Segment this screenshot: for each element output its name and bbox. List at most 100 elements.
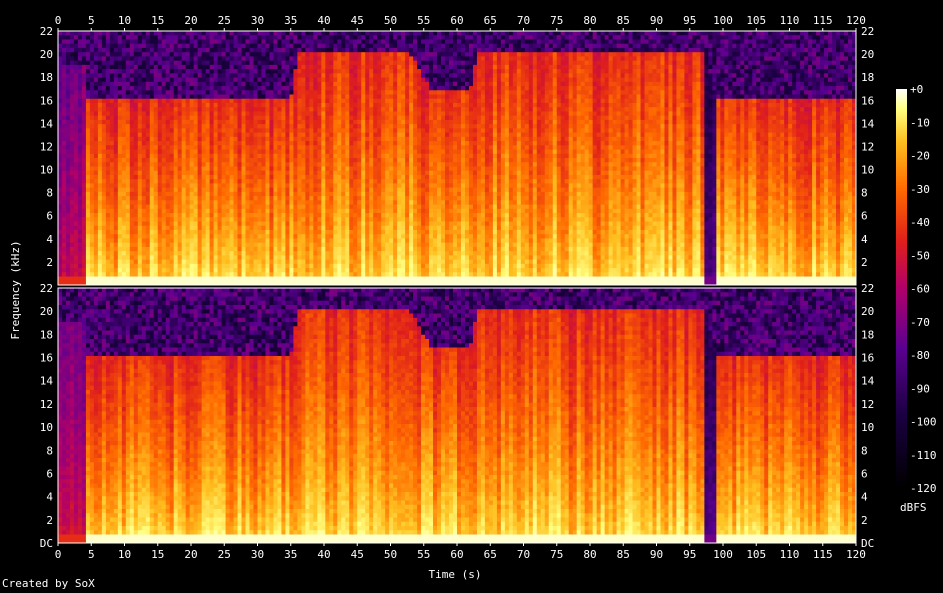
y-tick-left: 6	[46, 467, 53, 480]
y-tick-right: 12	[861, 140, 874, 153]
x-tick-bottom: 35	[284, 548, 297, 561]
y-tick-right: 4	[861, 233, 868, 246]
y-tick-left: 20	[40, 305, 53, 318]
y-tick-right: 14	[861, 117, 875, 130]
colorbar-tick: -70	[910, 316, 930, 329]
y-tick-right: 10	[861, 164, 874, 177]
x-tick-top: 110	[780, 14, 800, 27]
y-tick-left: 10	[40, 421, 53, 434]
y-tick-left: 2	[46, 514, 53, 527]
y-tick-left: 18	[40, 328, 53, 341]
colorbar-tick: -120	[910, 482, 937, 495]
x-tick-bottom: 70	[517, 548, 530, 561]
colorbar-label: dBFS	[900, 501, 927, 514]
colorbar-tick: -30	[910, 183, 930, 196]
y-tick-left: 14	[40, 375, 54, 388]
y-tick-left: 22	[40, 282, 53, 295]
y-tick-right: 6	[861, 210, 868, 223]
y-tick-left: 14	[40, 117, 54, 130]
x-tick-top: 95	[683, 14, 696, 27]
x-tick-bottom: 0	[55, 548, 62, 561]
x-tick-top: 45	[351, 14, 364, 27]
y-tick-right: 20	[861, 305, 874, 318]
y-tick-right: 8	[861, 444, 868, 457]
y-tick-right: 6	[861, 467, 868, 480]
x-tick-bottom: 25	[218, 548, 231, 561]
credit-text: Created by SoX	[2, 577, 95, 590]
y-tick-left: 22	[40, 25, 53, 38]
y-tick-left: 16	[40, 94, 53, 107]
y-tick-right: 2	[861, 256, 868, 269]
y-tick-right: 16	[861, 94, 874, 107]
x-tick-top: 105	[746, 14, 766, 27]
x-tick-bottom: 110	[780, 548, 800, 561]
colorbar-tick: -80	[910, 349, 930, 362]
x-tick-top: 55	[417, 14, 430, 27]
colorbar-tick: -100	[910, 416, 937, 429]
x-tick-bottom: 100	[713, 548, 733, 561]
y-tick-left: 8	[46, 187, 53, 200]
x-tick-top: 40	[317, 14, 330, 27]
colorbar-tick: -50	[910, 249, 930, 262]
x-tick-top: 5	[88, 14, 95, 27]
x-tick-top: 115	[813, 14, 833, 27]
x-tick-top: 50	[384, 14, 397, 27]
colorbar-tick: -20	[910, 150, 930, 163]
y-tick-right: DC	[861, 537, 874, 550]
y-tick-right: 18	[861, 328, 874, 341]
x-tick-bottom: 80	[583, 548, 596, 561]
x-tick-bottom: 75	[550, 548, 563, 561]
y-tick-right: 12	[861, 398, 874, 411]
spectrogram-channel-1	[58, 31, 856, 285]
y-tick-left: 12	[40, 398, 53, 411]
x-tick-top: 25	[218, 14, 231, 27]
colorbar-tick: -110	[910, 449, 937, 462]
x-tick-bottom: 10	[118, 548, 131, 561]
y-tick-right: 16	[861, 352, 874, 365]
x-tick-bottom: 30	[251, 548, 264, 561]
x-tick-top: 65	[484, 14, 497, 27]
y-tick-right: 22	[861, 282, 874, 295]
y-tick-left: 12	[40, 140, 53, 153]
x-tick-top: 35	[284, 14, 297, 27]
colorbar-tick: -90	[910, 382, 930, 395]
y-tick-right: 22	[861, 25, 874, 38]
y-tick-right: 4	[861, 491, 868, 504]
x-axis-label: Time (s)	[429, 568, 482, 581]
x-tick-bottom: 65	[484, 548, 497, 561]
y-tick-right: 18	[861, 71, 874, 84]
x-tick-top: 70	[517, 14, 530, 27]
x-tick-top: 100	[713, 14, 733, 27]
y-tick-left: 16	[40, 352, 53, 365]
x-tick-bottom: 90	[650, 548, 663, 561]
y-tick-right: 10	[861, 421, 874, 434]
x-tick-bottom: 50	[384, 548, 397, 561]
x-tick-bottom: 40	[317, 548, 330, 561]
x-tick-bottom: 20	[184, 548, 197, 561]
y-tick-left: 6	[46, 210, 53, 223]
x-tick-bottom: 95	[683, 548, 696, 561]
x-tick-top: 60	[450, 14, 463, 27]
colorbar	[896, 89, 907, 488]
x-tick-top: 0	[55, 14, 62, 27]
y-tick-left: 4	[46, 491, 53, 504]
y-tick-left: 2	[46, 256, 53, 269]
x-tick-bottom: 45	[351, 548, 364, 561]
y-tick-left: DC	[40, 537, 53, 550]
y-tick-right: 8	[861, 187, 868, 200]
x-tick-top: 75	[550, 14, 563, 27]
x-tick-top: 85	[617, 14, 630, 27]
x-tick-bottom: 55	[417, 548, 430, 561]
colorbar-tick: -60	[910, 283, 930, 296]
x-tick-top: 80	[583, 14, 596, 27]
y-tick-left: 18	[40, 71, 53, 84]
x-tick-top: 10	[118, 14, 131, 27]
x-tick-top: 15	[151, 14, 164, 27]
y-tick-left: 8	[46, 444, 53, 457]
colorbar-tick: -10	[910, 116, 930, 129]
y-tick-left: 10	[40, 164, 53, 177]
x-tick-bottom: 105	[746, 548, 766, 561]
x-tick-top: 20	[184, 14, 197, 27]
x-tick-bottom: 85	[617, 548, 630, 561]
